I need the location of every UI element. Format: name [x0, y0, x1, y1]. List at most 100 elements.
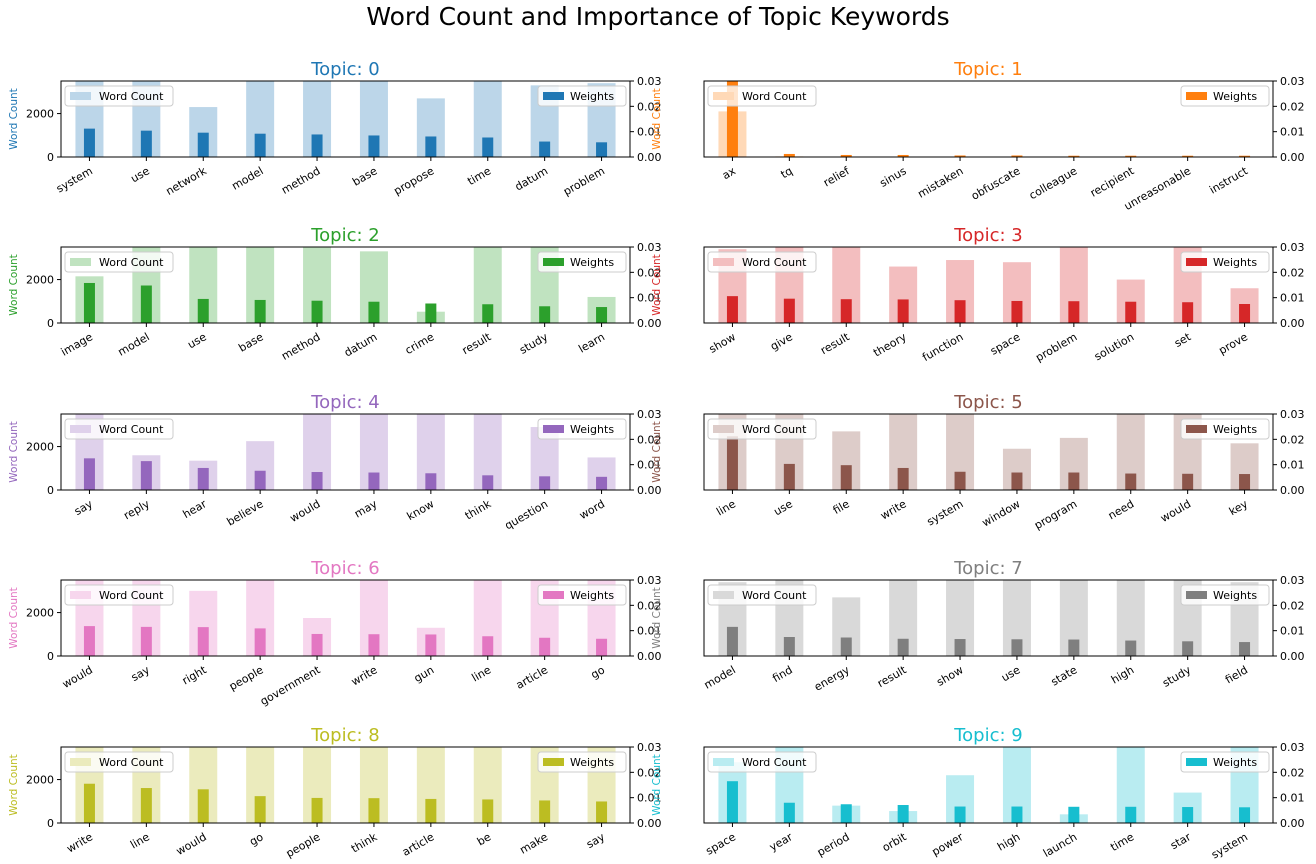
weight-bar — [783, 298, 795, 323]
x-tick-label: line — [128, 830, 152, 851]
legend-word-count: Word Count — [64, 584, 174, 606]
weight-bar — [726, 81, 738, 157]
y-tick-label: 0 — [47, 817, 54, 830]
y2-tick-label: 0.03 — [637, 241, 662, 254]
y2-tick-label: 0.01 — [637, 792, 662, 805]
axes-frame — [60, 746, 631, 824]
legend-word-count: Word Count — [707, 751, 817, 773]
weight-bar — [1011, 639, 1023, 656]
subplot-title: Topic: 6 — [310, 558, 380, 579]
y-axis-label: Word Count — [651, 754, 663, 816]
legend-label: Word Count — [742, 423, 807, 436]
weight-bar — [368, 301, 380, 323]
weight-bar — [1239, 304, 1251, 323]
legend-label: Weights — [570, 90, 614, 103]
weight-bar — [83, 282, 95, 323]
legend-swatch — [543, 258, 564, 266]
y2-tick-label: 0.01 — [637, 625, 662, 638]
weight-bar — [425, 798, 437, 823]
x-tick-label: instruct — [1207, 164, 1250, 197]
legend-word-count: Word Count — [64, 85, 174, 107]
legend-word-count: Word Count — [707, 251, 817, 273]
x-tick-label: field — [1223, 663, 1250, 686]
subplot-topic-5: 0.00 0.01 0.02 0.03 line use file write system wi… — [651, 392, 1305, 532]
y2-tick-label: 0.03 — [637, 75, 662, 88]
weight-bar — [425, 303, 437, 323]
weight-bar — [1182, 473, 1194, 490]
y2-tick-label: 0.01 — [1280, 292, 1305, 305]
subplot-title: Topic: 7 — [953, 558, 1023, 579]
legend-swatch — [543, 591, 564, 599]
legend-box — [537, 418, 627, 440]
weight-bar — [539, 306, 551, 323]
weight-bar — [596, 476, 608, 490]
y-axis-label: Word Count — [8, 254, 20, 316]
legend-box — [1180, 85, 1270, 107]
x-tick-label: show — [707, 330, 738, 355]
weight-bar — [368, 634, 380, 656]
weight-bar — [1125, 806, 1137, 823]
x-tick-label: key — [1227, 497, 1251, 518]
weight-bar — [596, 307, 608, 323]
x-tick-label: would — [1158, 497, 1193, 525]
legend-label: Word Count — [99, 90, 164, 103]
weight-bar — [840, 465, 852, 490]
legend-word-count: Word Count — [64, 418, 174, 440]
x-tick-label: find — [770, 663, 795, 685]
weight-bar — [254, 299, 266, 323]
x-tick-label: use — [128, 164, 152, 185]
legend-swatch — [1186, 758, 1207, 766]
legend-box — [64, 751, 174, 773]
x-tick-label: would — [174, 830, 209, 858]
bars-group — [75, 247, 616, 323]
x-tick-label: solution — [1092, 330, 1136, 363]
legend-word-count: Word Count — [707, 418, 817, 440]
axes-frame — [703, 579, 1274, 657]
x-tick-label: system — [1209, 830, 1250, 861]
x-tick-label: need — [1106, 497, 1136, 522]
legend-weights: Weights — [537, 751, 627, 773]
weight-bar — [596, 142, 608, 157]
y2-tick-label: 0.01 — [637, 126, 662, 139]
legend-swatch — [1186, 591, 1207, 599]
legend-swatch — [70, 591, 91, 599]
legend-box — [707, 751, 817, 773]
x-tick-label: problem — [561, 164, 607, 198]
subplot-title: Topic: 1 — [953, 59, 1023, 80]
weight-bar — [1239, 155, 1251, 157]
weight-bar — [140, 788, 152, 823]
y2-tick-label: 0.01 — [637, 459, 662, 472]
axes-frame — [60, 80, 631, 158]
y2-tick-label: 0.03 — [1280, 241, 1305, 254]
weight-bar — [140, 626, 152, 656]
subplot-title: Topic: 5 — [953, 392, 1023, 413]
legend-box — [64, 251, 174, 273]
x-tick-label: ax — [720, 164, 738, 182]
x-tick-label: high — [1109, 663, 1136, 686]
weight-bar — [954, 639, 966, 656]
legend-word-count: Word Count — [64, 751, 174, 773]
weight-bar — [539, 637, 551, 656]
y2-tick-label: 0.02 — [637, 433, 662, 446]
legend-swatch — [713, 258, 734, 266]
legend-box — [1180, 751, 1270, 773]
x-tick-label: mistaken — [916, 164, 966, 200]
legend-swatch — [70, 258, 91, 266]
legend-box — [537, 751, 627, 773]
x-tick-label: space — [703, 830, 738, 858]
weight-bar — [897, 805, 909, 823]
weight-bar — [840, 637, 852, 656]
legend-box — [707, 251, 817, 273]
x-tick-label: network — [164, 164, 210, 198]
legend-label: Word Count — [99, 423, 164, 436]
axes-frame — [703, 413, 1274, 491]
subplot-title: Topic: 3 — [953, 225, 1023, 246]
x-tick-label: propose — [392, 164, 437, 197]
x-tick-label: space — [988, 330, 1023, 358]
legend-box — [707, 418, 817, 440]
weight-bar — [954, 806, 966, 823]
axes-frame — [60, 246, 631, 324]
x-tick-label: line — [470, 663, 494, 684]
axes-frame — [60, 413, 631, 491]
y2-tick-label: 0.03 — [637, 408, 662, 421]
